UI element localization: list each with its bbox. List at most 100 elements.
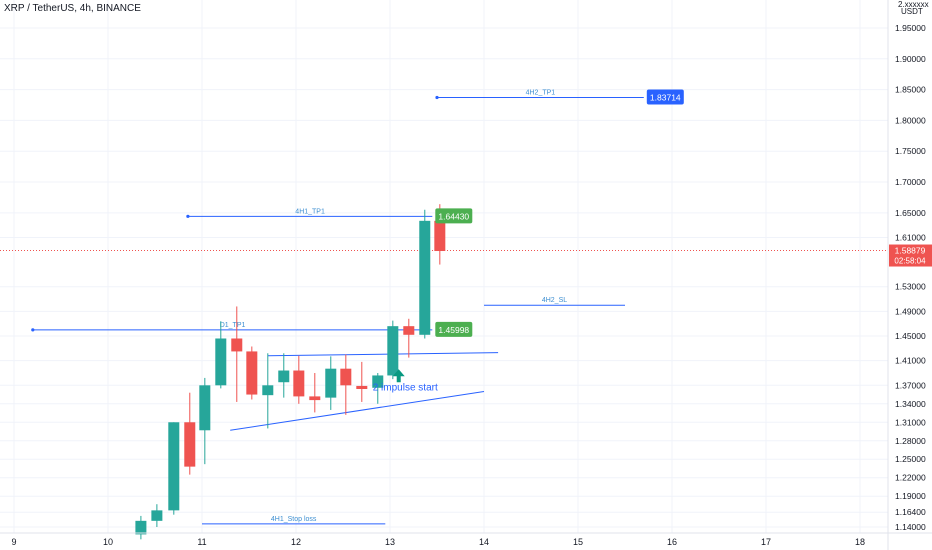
- candle-up[interactable]: [168, 422, 180, 515]
- price-tick-label: 1.80000: [895, 115, 926, 125]
- candle-body: [387, 326, 399, 376]
- price-tick-label: 1.31000: [895, 417, 926, 427]
- time-tick-label: 17: [761, 537, 771, 547]
- impulse-annotation: 2 impulse start: [373, 369, 438, 393]
- level-price-tag-text: 1.45998: [438, 325, 469, 335]
- candle-body: [246, 351, 258, 395]
- candle-down[interactable]: [340, 354, 352, 415]
- candle-body: [135, 520, 147, 535]
- level-name: 4H2_SL: [542, 297, 567, 304]
- time-tick-label: 14: [479, 537, 489, 547]
- candle-body: [356, 385, 368, 390]
- candle-up[interactable]: [419, 209, 431, 339]
- candle-body: [184, 422, 196, 467]
- price-tick-label: 1.25000: [895, 454, 926, 464]
- level-name: 4H1_Stop loss: [271, 516, 317, 523]
- current-price-value: 1.58879: [895, 246, 926, 256]
- price-tick-label: 1.22000: [895, 473, 926, 483]
- price-tick-label: 1.45000: [895, 331, 926, 341]
- candle-up[interactable]: [151, 504, 163, 527]
- price-tick-label: 1.41000: [895, 356, 926, 366]
- candle-body: [372, 375, 384, 388]
- candle-up[interactable]: [325, 356, 337, 410]
- candle-body: [340, 368, 352, 386]
- up-arrow-icon: [392, 369, 405, 383]
- price-tick-label: 1.16400: [895, 507, 926, 517]
- candle-up[interactable]: [387, 320, 399, 380]
- time-tick-label: 13: [385, 537, 395, 547]
- time-tick-label: 11: [197, 537, 206, 547]
- candle-down[interactable]: [309, 372, 321, 413]
- level-name: 4H2_TP1: [526, 90, 556, 97]
- candle-body: [419, 220, 431, 335]
- candle-up[interactable]: [215, 321, 227, 389]
- candle-body: [309, 396, 321, 401]
- candle-body: [403, 326, 415, 335]
- price-tick-label: 1.85000: [895, 85, 926, 95]
- level-name: 4H1_TP1: [295, 208, 325, 215]
- level-price-tag: [435, 321, 473, 337]
- price-tick-label: 1.49000: [895, 306, 926, 316]
- candle-body: [325, 368, 337, 398]
- time-tick-label: 9: [11, 537, 16, 547]
- price-tick-label: 1.95000: [895, 23, 926, 33]
- price-tick-label: 1.75000: [895, 146, 926, 156]
- price-tick-label: 1.28000: [895, 436, 926, 446]
- level-anchor-dot: [435, 95, 439, 100]
- candle-body: [278, 370, 290, 383]
- level-price-tag: [435, 208, 473, 224]
- candle-body: [231, 338, 243, 352]
- level-anchor-dot: [186, 214, 190, 218]
- level-anchor-dot: [31, 328, 35, 332]
- candle-up[interactable]: [199, 377, 211, 465]
- price-axis-currency: USDT: [901, 7, 923, 16]
- candle-body: [199, 385, 211, 431]
- candle-down[interactable]: [403, 318, 415, 358]
- candle-down[interactable]: [246, 346, 258, 400]
- candle-down[interactable]: [293, 355, 305, 404]
- annotation-text: 2 impulse start: [373, 382, 438, 393]
- trendline: [230, 390, 485, 431]
- candle-body: [434, 220, 446, 252]
- level-price-tag: [646, 89, 684, 105]
- candle-body: [168, 422, 180, 511]
- candle-up[interactable]: [372, 372, 384, 404]
- level-name: D1_TP1: [220, 322, 246, 329]
- grid: [0, 0, 888, 533]
- time-tick-label: 18: [855, 537, 865, 547]
- level-price-tag-text: 1.83714: [650, 93, 681, 103]
- price-tick-label: 1.14000: [895, 522, 926, 532]
- candle-down[interactable]: [231, 306, 243, 402]
- trendline: [267, 352, 499, 357]
- candle-up[interactable]: [278, 353, 290, 398]
- price-tick-label: 1.70000: [895, 177, 926, 187]
- time-tick-label: 15: [573, 537, 583, 547]
- price-scale-label: 2.xxxxxx: [898, 0, 929, 9]
- time-tick-label: 10: [103, 537, 113, 547]
- candle-body: [293, 370, 305, 397]
- level-price-tag-text: 1.64430: [438, 211, 469, 221]
- current-price-tag: [889, 244, 932, 267]
- chart-title: XRP / TetherUS, 4h, BINANCE: [4, 3, 141, 14]
- candle-body: [151, 510, 163, 521]
- level-labels: 1.83714 1.64430 1.45998 2 impulse start 1.58…: [373, 89, 932, 393]
- candle-body: [215, 338, 227, 386]
- price-tick-label: 1.65000: [895, 208, 926, 218]
- price-tick-label: 1.37000: [895, 380, 926, 390]
- trendlines: [230, 352, 499, 431]
- price-tick-label: 1.53000: [895, 282, 926, 292]
- candles[interactable]: [135, 204, 446, 540]
- candle-body: [262, 385, 274, 396]
- candle-down[interactable]: [356, 361, 368, 402]
- price-tick-label: 1.61000: [895, 232, 926, 242]
- price-tick-label: 1.34000: [895, 399, 926, 409]
- bar-countdown: 02:58:04: [894, 257, 926, 266]
- time-tick-label: 16: [667, 537, 677, 547]
- candle-down[interactable]: [184, 392, 196, 475]
- candle-up[interactable]: [135, 515, 147, 540]
- candle-up[interactable]: [262, 353, 274, 429]
- price-tick-label: 1.90000: [895, 54, 926, 64]
- time-tick-label: 12: [291, 537, 301, 547]
